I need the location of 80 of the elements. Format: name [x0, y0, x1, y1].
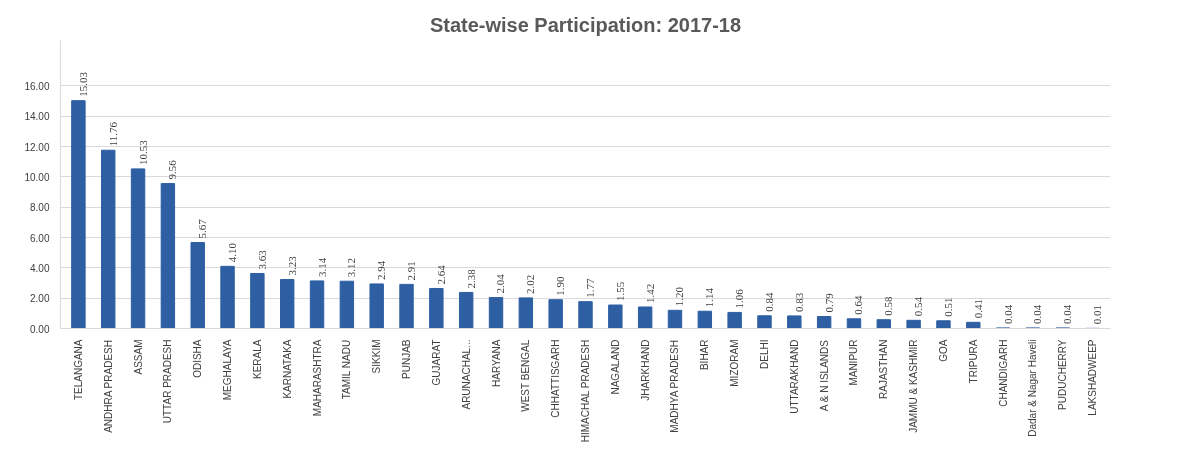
x-tick-label: PUDUCHERRY [1057, 339, 1069, 410]
data-label: 3.14 [315, 257, 328, 277]
data-label: 0.04 [1001, 304, 1014, 324]
x-tick-label: TAMIL NADU [341, 339, 353, 400]
x-tick-label: GUJARAT [430, 339, 442, 386]
y-tick-label: 2.00 [30, 293, 50, 305]
data-label: 2.04 [494, 273, 507, 294]
x-tick-label: KARNATAKA [281, 339, 293, 399]
x-tick-label: HARYANA [490, 339, 502, 387]
x-tick-label: SIKKIM [371, 339, 383, 374]
data-label: 0.41 [971, 299, 984, 319]
data-label: 10.53 [136, 139, 149, 165]
data-label: 0.84 [762, 292, 775, 312]
x-tick-label: ANDHRA PRADESH [102, 340, 114, 433]
x-tick-label: CHANDIGARH [997, 339, 1009, 407]
data-label: 0.54 [912, 296, 925, 317]
data-label: 1.90 [554, 275, 567, 296]
data-label: 0.83 [792, 292, 805, 312]
data-label: 1.20 [673, 286, 686, 307]
x-tick-label: JAMMU & KASHMIR [908, 339, 920, 433]
x-tick-label: ASSAM [132, 339, 144, 375]
data-label: 2.02 [524, 274, 537, 294]
data-label: 0.64 [852, 295, 865, 315]
data-label: 2.94 [375, 260, 388, 280]
data-label: 0.58 [882, 295, 895, 316]
data-label: 1.14 [703, 287, 716, 308]
data-label: 1.42 [643, 283, 656, 303]
x-tick-label: DELHI [758, 339, 770, 369]
data-label: 4.10 [226, 242, 239, 263]
x-tick-label: UTTAR PRADESH [162, 339, 174, 424]
data-label: 0.79 [822, 292, 835, 313]
x-tick-label: NAGALAND [609, 339, 621, 395]
x-tick-label: LAKSHADWEEP [1087, 339, 1099, 416]
data-label: 5.67 [196, 218, 209, 239]
x-tick-label: KERALA [251, 339, 263, 379]
data-label: 0.04 [1061, 304, 1074, 324]
data-label: 1.77 [584, 277, 596, 298]
x-tick-label: MAHARASHTRA [311, 339, 323, 417]
y-tick-label: 16.00 [24, 80, 50, 92]
x-tick-label: BIHAR [699, 339, 711, 371]
y-tick-label: 12.00 [24, 141, 50, 153]
data-label: 0.51 [941, 297, 954, 317]
data-label: 2.91 [405, 261, 418, 281]
data-label: 2.64 [434, 264, 447, 285]
x-tick-label: WEST BENGAL [520, 339, 532, 412]
y-tick-label: 8.00 [30, 202, 50, 214]
data-label: 2.38 [464, 268, 477, 289]
x-tick-label: MIZORAM [729, 339, 741, 387]
data-label: 11.76 [106, 121, 119, 147]
data-label: 3.12 [345, 257, 358, 278]
chart-title: State-wise Participation: 2017-18 [429, 13, 742, 36]
y-tick-label: 14.00 [24, 111, 50, 123]
y-tick-label: 4.00 [30, 262, 50, 274]
x-tick-label: RAJASTHAN [878, 339, 890, 399]
y-tick-label: 6.00 [30, 232, 50, 244]
x-tick-label: MEGHALAYA [222, 339, 234, 401]
x-tick-label: CHHATTISGARH [550, 339, 562, 418]
y-tick-label: 0.00 [30, 323, 50, 335]
data-label: 15.03 [76, 71, 89, 97]
y-tick-label: 10.00 [24, 171, 50, 183]
x-tick-label: MADHYA PRADESH [669, 340, 681, 433]
x-tick-label: PUNJAB [401, 339, 413, 379]
x-tick-label: ARUNACHAL... [460, 339, 472, 410]
x-tick-label: HIMACHAL PRADESH [580, 339, 591, 443]
x-tick-label: TELANGANA [72, 339, 84, 401]
data-label: 3.63 [255, 249, 268, 270]
x-tick-label: GOA [937, 339, 949, 362]
data-label: 0.04 [1031, 304, 1044, 324]
data-label: 0.01 [1091, 305, 1104, 325]
x-tick-label: A & N ISLANDS [818, 339, 830, 412]
x-tick-label: UTTARAKHAND [788, 339, 800, 414]
x-tick-label: TRIPURA [967, 339, 979, 384]
x-tick-label: MANIPUR [848, 339, 860, 386]
data-label: 1.55 [613, 281, 626, 302]
data-label: 3.23 [285, 255, 298, 276]
x-tick-label: ODISHA [192, 339, 204, 378]
data-label: 9.56 [166, 159, 179, 180]
x-tick-label: Dadar & Nagar Haveli [1027, 339, 1039, 437]
x-tick-label: JHARKHAND [639, 339, 651, 401]
data-label: 1.06 [733, 288, 746, 309]
